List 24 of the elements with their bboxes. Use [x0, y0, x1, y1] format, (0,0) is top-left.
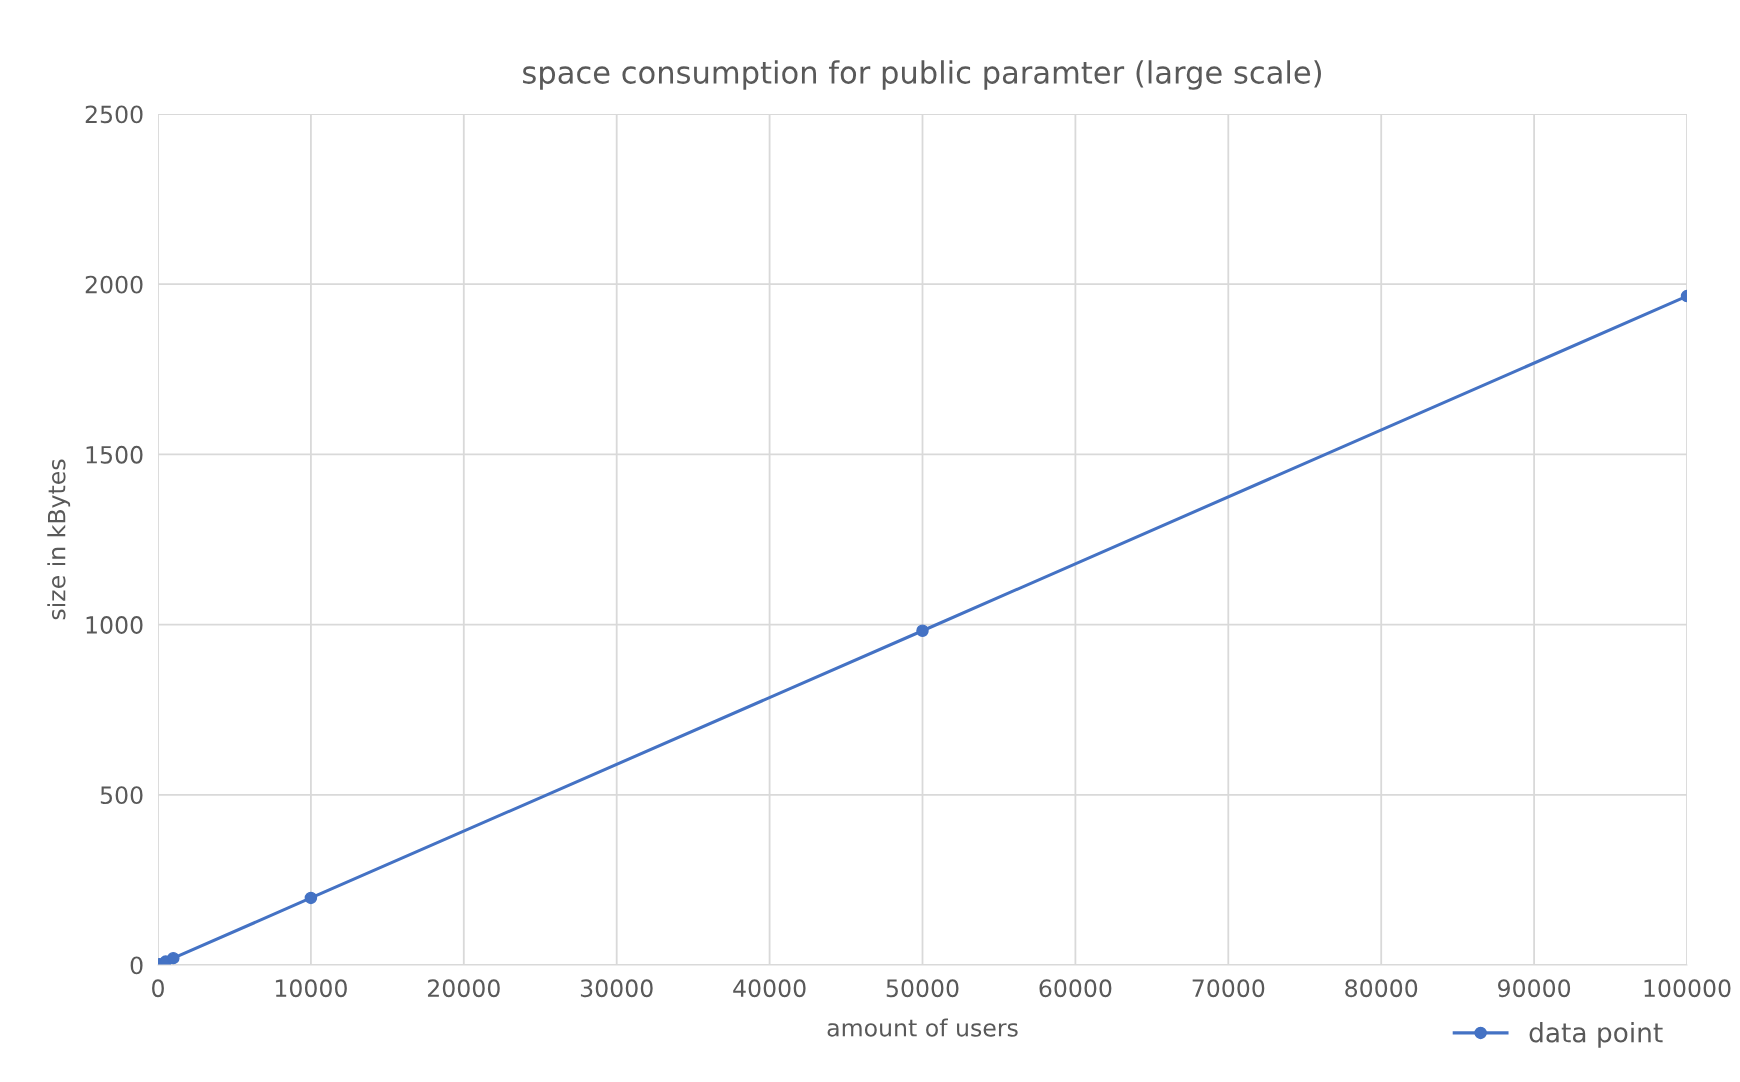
y-tick-label: 2500 [85, 105, 143, 124]
x-tick-label: 10000 [275, 979, 347, 998]
x-tick-label: 20000 [427, 979, 500, 998]
x-tick-label: 0 [152, 979, 164, 998]
chart-title: space consumption for public paramter (large scale) [523, 60, 1321, 90]
point [304, 891, 318, 905]
y-tick-label: 1000 [86, 616, 143, 634]
x-tick-label: 30000 [580, 979, 653, 998]
x-tick-label: 50000 [886, 979, 959, 998]
x-tick-label: 40000 [733, 979, 806, 998]
x-tick-label: 60000 [1039, 979, 1112, 998]
x-tick-label: 100000 [1644, 979, 1731, 998]
y-tick-label: 0 [130, 956, 143, 975]
x-tick-label: 80000 [1345, 979, 1418, 998]
y-axis-title: size in kBytes [47, 459, 71, 620]
point [167, 951, 180, 965]
x-tick-label: 70000 [1192, 979, 1265, 998]
y-tick-label: 1500 [86, 445, 143, 464]
y-tick-label: 500 [100, 786, 143, 805]
x-axis-title: amount of users [827, 1018, 1018, 1037]
point [916, 624, 929, 637]
legend-label: data point [1529, 1022, 1663, 1048]
y-tick-label: 2000 [85, 275, 143, 294]
x-tick-label: 90000 [1498, 979, 1571, 998]
